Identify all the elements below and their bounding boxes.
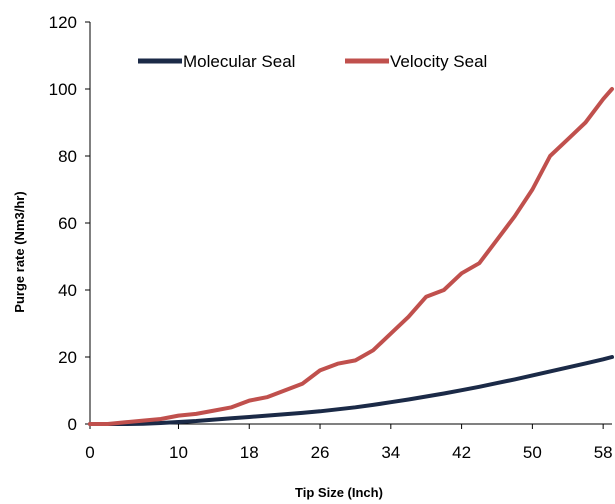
x-tick-label: 58 <box>594 443 613 462</box>
x-tick-label: 0 <box>85 443 94 462</box>
y-ticks: 0 20 40 60 80 100 120 <box>49 13 90 434</box>
y-tick-label: 60 <box>58 214 77 233</box>
legend-label-molecular-seal: Molecular Seal <box>183 52 295 71</box>
x-tick-label: 10 <box>169 443 188 462</box>
y-axis-title: Purge rate (Nm3/hr) <box>12 191 27 312</box>
legend-label-velocity-seal: Velocity Seal <box>390 52 487 71</box>
y-tick-label: 80 <box>58 147 77 166</box>
y-tick-label: 20 <box>58 348 77 367</box>
x-tick-label: 18 <box>240 443 259 462</box>
x-ticks: 0 10 18 26 34 42 50 58 <box>85 424 613 462</box>
legend: Molecular Seal Velocity Seal <box>138 52 487 71</box>
y-tick-label: 40 <box>58 281 77 300</box>
series-line-velocity-seal <box>88 87 614 426</box>
series-lines <box>88 87 614 426</box>
x-axis-title: Tip Size (Inch) <box>295 485 383 500</box>
axes <box>89 22 612 425</box>
x-tick-label: 34 <box>381 443 400 462</box>
y-tick-label: 100 <box>49 80 77 99</box>
x-tick-label: 42 <box>452 443 471 462</box>
x-tick-label: 26 <box>311 443 330 462</box>
y-tick-label: 120 <box>49 13 77 32</box>
x-tick-label: 50 <box>523 443 542 462</box>
series-line-molecular-seal <box>88 355 614 426</box>
y-tick-label: 0 <box>68 415 77 434</box>
